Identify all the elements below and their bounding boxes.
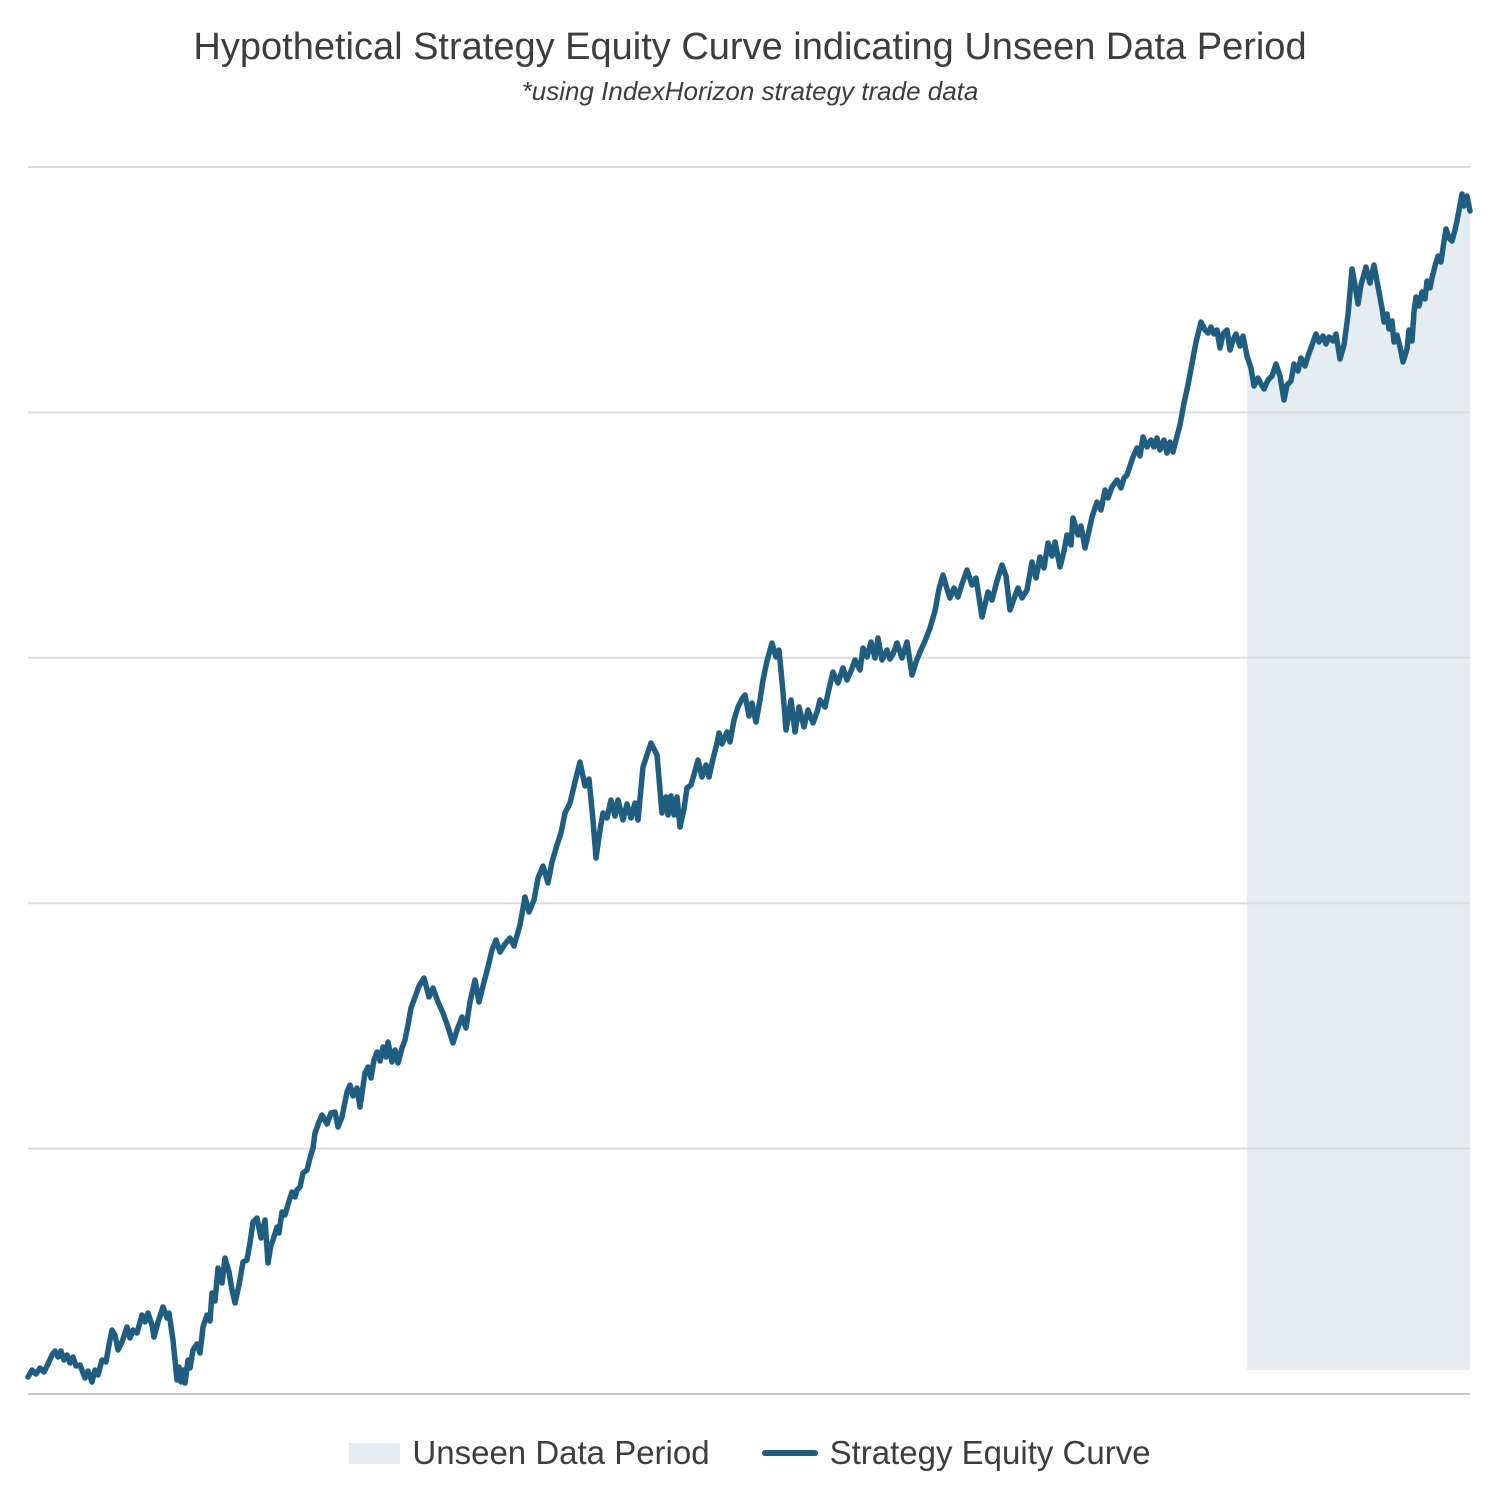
strategy-equity-curve-line [25,191,1473,1386]
legend-item-strategy-equity-curve: Strategy Equity Curve [761,1434,1151,1472]
legend-label-strategy-equity-curve: Strategy Equity Curve [829,1434,1151,1471]
equity-curve-line-swatch-icon [761,1450,818,1456]
unseen-period-swatch-icon [349,1442,401,1464]
chart-subtitle: *using IndexHorizon strategy trade data [521,76,979,106]
unseen-data-band [1247,194,1470,1370]
chart-legend: Unseen Data Period Strategy Equity Curve [0,1434,1500,1472]
chart-title: Hypothetical Strategy Equity Curve indic… [193,26,1307,68]
legend-item-unseen-data-period: Unseen Data Period [349,1434,710,1472]
legend-label-unseen-data-period: Unseen Data Period [412,1434,710,1471]
